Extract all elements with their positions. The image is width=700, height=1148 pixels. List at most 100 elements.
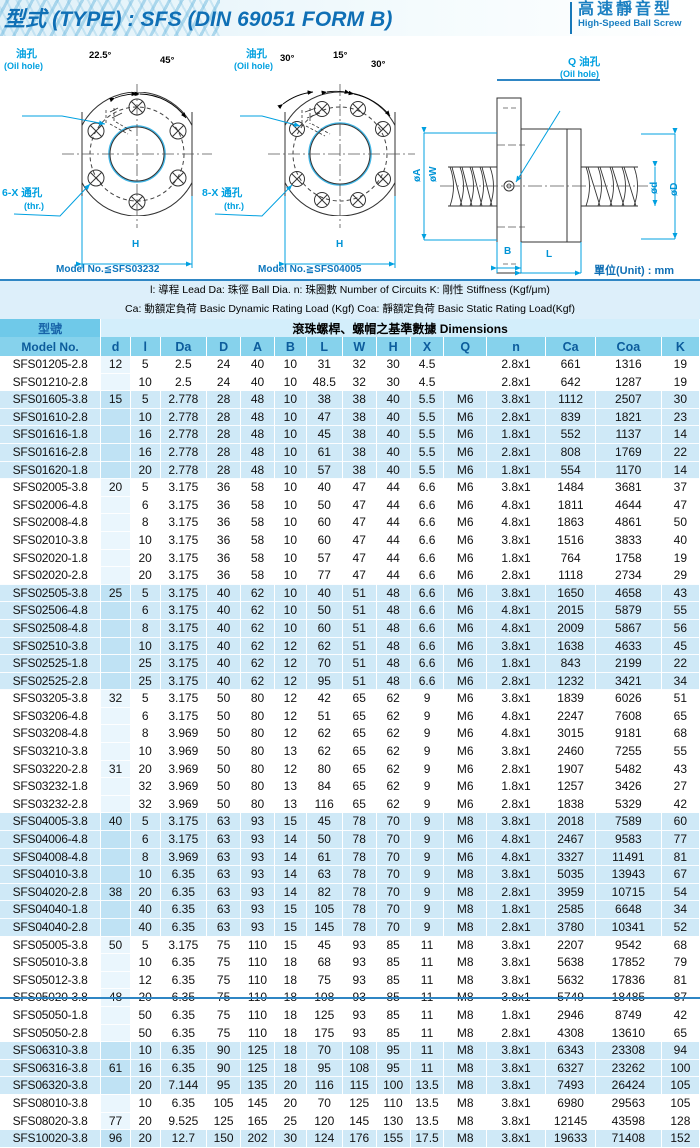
- cell-n: 2.8x1: [486, 408, 547, 427]
- cell-k: 22: [661, 443, 700, 462]
- table-row: SFS02506-4.8 6 3.175 40 62 10 50 51 48 6.6 M6 4.8x1…: [0, 601, 700, 620]
- cell-k: 34: [661, 900, 700, 919]
- cell-l: 45: [306, 936, 343, 955]
- cell-ca: 12145: [545, 1112, 597, 1131]
- cell-a: 58: [240, 496, 275, 515]
- cell-w: 78: [342, 830, 377, 849]
- cell-x: 9: [410, 760, 445, 779]
- cell-ca: 2946: [545, 1006, 597, 1025]
- cell-da: 6.35: [160, 1041, 208, 1060]
- cell-l: 47: [306, 408, 343, 427]
- cell-da: 3.175: [160, 654, 208, 673]
- table-row: SFS04010-3.8 10 6.35 63 93 14 63 78 70 9 M8 3.8x1 50…: [0, 865, 700, 884]
- cell-a: 62: [240, 672, 275, 691]
- cell-model: SFS03206-4.8: [0, 707, 102, 726]
- cell-n: 4.8x1: [486, 830, 547, 849]
- cell-coa: 3833: [595, 531, 662, 550]
- cell-b: 10: [274, 513, 307, 532]
- cell-d: 24: [206, 356, 242, 374]
- table-row: SFS08010-3.8 10 6.35 105 145 20 70 125 110 13.5 M8…: [0, 1094, 700, 1113]
- cell-ca: 554: [545, 461, 597, 480]
- cell-n: 1.8x1: [486, 425, 547, 444]
- cell-h: 44: [376, 566, 411, 585]
- cell-ca: 2009: [545, 619, 597, 638]
- cell-x: 11: [410, 1024, 445, 1043]
- cell-h: 62: [376, 760, 411, 779]
- cell-a: 58: [240, 513, 275, 532]
- cell-h: 70: [376, 918, 411, 937]
- thru-hole-8x-label-cn: 8-X 通孔: [202, 187, 243, 199]
- cell-a: 80: [240, 795, 275, 814]
- cell-ca: 19633: [545, 1129, 597, 1148]
- oil-hole-label-en-right: (Oil hole): [234, 61, 273, 71]
- cell-a: 80: [240, 724, 275, 744]
- cell-k: 65: [661, 707, 700, 726]
- cell-q: M6: [443, 478, 487, 497]
- cell-model: SFS02020-1.8: [0, 549, 102, 568]
- cell-x: 6.6: [410, 601, 445, 620]
- specifications-table: 型號 滾珠螺桿、螺帽之基準數據 Dimensions Model No. d l…: [0, 319, 700, 1148]
- thru-hole-6x-label-en: (thr.): [24, 201, 44, 211]
- cell-h: 70: [376, 900, 411, 919]
- cell-d: 77: [100, 1112, 131, 1131]
- cell-model: SFS01616-1.8: [0, 425, 102, 444]
- cell-model: SFS02508-4.8: [0, 619, 102, 638]
- cell-l: 80: [306, 760, 343, 779]
- cell-h: 44: [376, 478, 411, 497]
- cell-k: 105: [661, 1094, 700, 1113]
- cell-a: 135: [240, 1076, 275, 1095]
- cell-b: 18: [274, 953, 307, 972]
- cell-l: 10: [130, 637, 161, 656]
- cell-b: 10: [274, 619, 307, 638]
- cell-model: SFS01610-2.8: [0, 408, 102, 427]
- cell-d: 50: [100, 936, 131, 955]
- cell-l: 60: [306, 531, 343, 550]
- cell-x: 11: [410, 953, 445, 972]
- cell-l: 62: [306, 742, 343, 761]
- cell-d: [100, 601, 131, 620]
- cell-w: 47: [342, 531, 377, 550]
- col-header-da: Da: [160, 337, 208, 356]
- cell-h: 48: [376, 654, 411, 673]
- cell-x: 9: [410, 795, 445, 814]
- cell-k: 68: [661, 724, 700, 744]
- cell-d: 63: [206, 848, 242, 867]
- cell-h: 95: [376, 1059, 411, 1078]
- cell-x: 9: [410, 900, 445, 919]
- cell-n: 4.8x1: [486, 513, 547, 532]
- cell-x: 5.5: [410, 425, 445, 444]
- cell-b: 12: [274, 672, 307, 691]
- cell-a: 62: [240, 619, 275, 638]
- cell-k: 19: [661, 549, 700, 568]
- cell-da: 2.778: [160, 390, 208, 409]
- table-row: SFS03208-4.8 8 3.969 50 80 12 62 65 62 9 M6 4.8x1 30…: [0, 724, 700, 744]
- cell-coa: 8749: [595, 1006, 662, 1025]
- cell-k: 65: [661, 1024, 700, 1043]
- cell-da: 3.969: [160, 742, 208, 761]
- cell-d: [100, 637, 131, 656]
- cell-a: 80: [240, 689, 275, 708]
- cell-d: [100, 425, 131, 444]
- cell-l: 61: [306, 443, 343, 462]
- cell-d: [100, 707, 131, 726]
- cell-ca: 1811: [545, 496, 597, 515]
- cell-l: 20: [130, 549, 161, 568]
- cell-l: 40: [306, 584, 343, 603]
- q-oil-hole-label-en: (Oil hole): [560, 69, 599, 79]
- cell-model: SFS01210-2.8: [0, 373, 102, 392]
- cell-a: 80: [240, 777, 275, 796]
- table-head-col-row: Model No. d l Da D A B L W H X Q n Ca Co…: [0, 337, 700, 356]
- cell-da: 3.969: [160, 795, 208, 814]
- cell-coa: 9181: [595, 724, 662, 744]
- col-header-k: K: [661, 337, 700, 356]
- cell-coa: 7255: [595, 742, 662, 761]
- cell-l: 116: [306, 1076, 343, 1095]
- cell-d: [100, 777, 131, 796]
- cell-b: 12: [274, 637, 307, 656]
- cell-ca: 1638: [545, 637, 597, 656]
- col-header-l: l: [130, 337, 161, 356]
- cell-h: 100: [376, 1076, 411, 1095]
- cell-q: M6: [443, 637, 487, 656]
- cell-k: 128: [661, 1112, 700, 1131]
- cell-k: 14: [661, 425, 700, 444]
